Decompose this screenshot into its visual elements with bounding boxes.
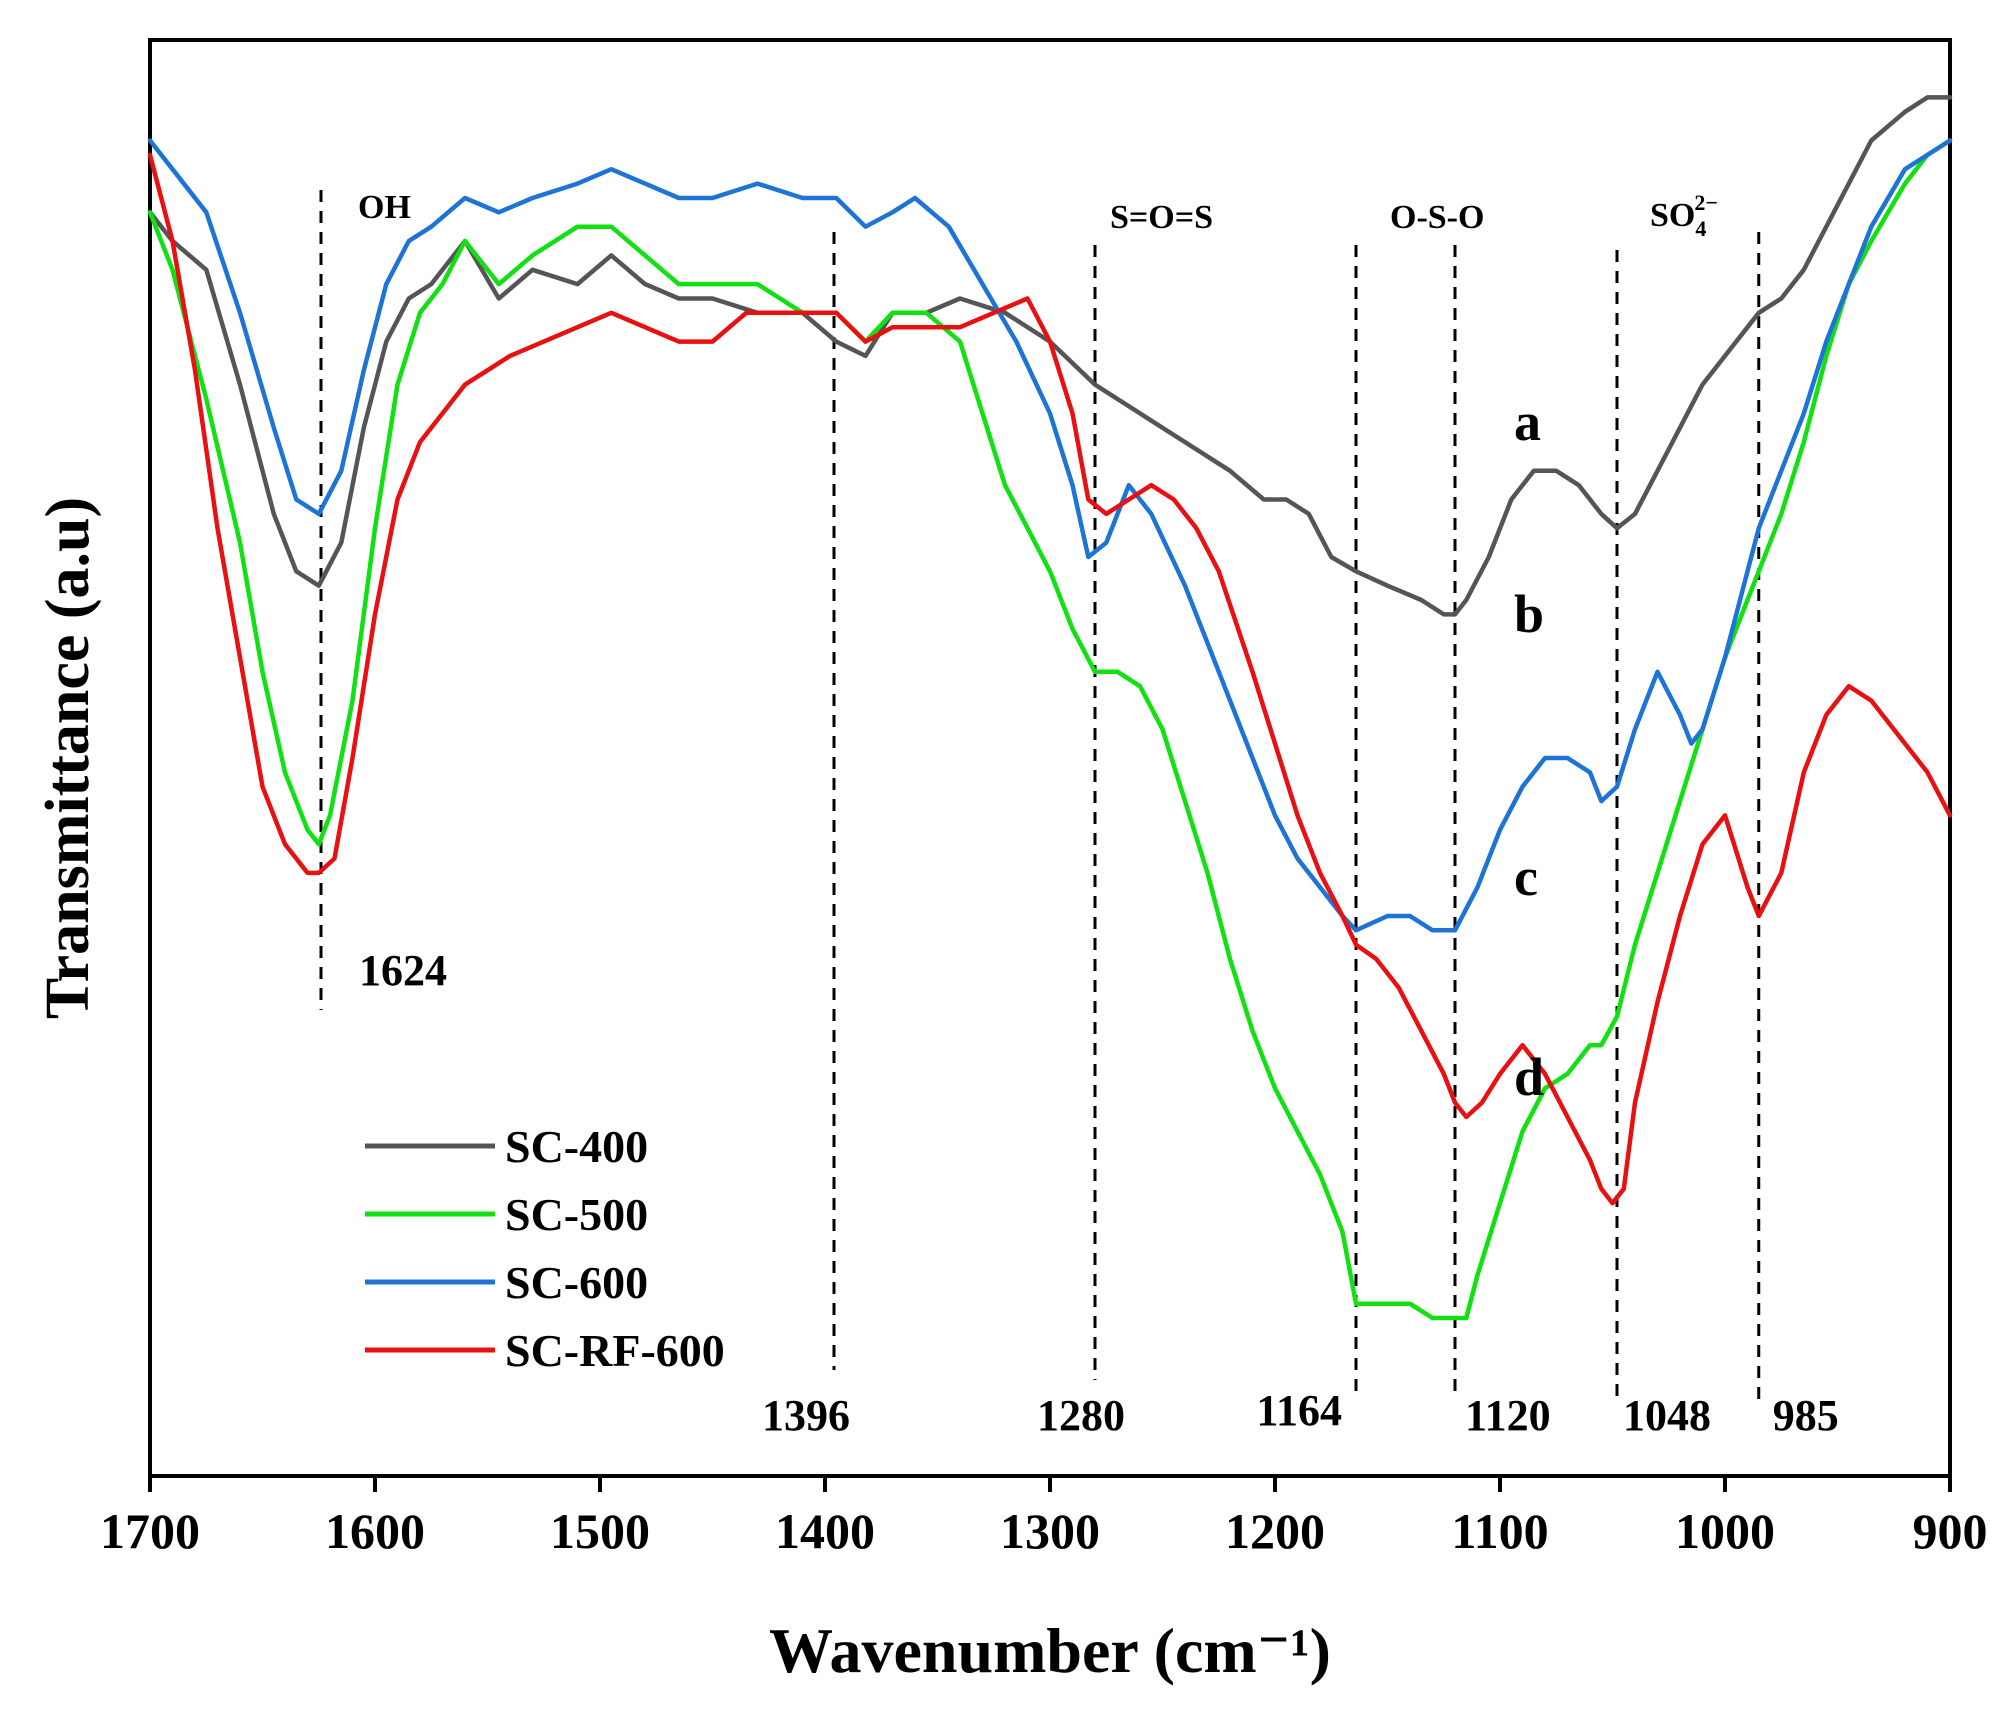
curve-label-a: a (1514, 392, 1541, 452)
x-tick-label-1700: 1700 (100, 1503, 200, 1559)
reference-lines: 1624 1396 1280 1164 1120 1048 985 (319, 190, 1839, 1440)
legend-label-sc-600: SC-600 (505, 1257, 648, 1308)
series-line-sc-400 (147, 95, 1953, 617)
curve-label-b: b (1514, 584, 1544, 644)
x-tick-label-1200: 1200 (1225, 1503, 1325, 1559)
series-line-sc-600 (147, 138, 1953, 933)
series-lines (147, 95, 1953, 1321)
oh-group-label: OH (358, 189, 411, 226)
reference-label-1120: 1120 (1465, 1391, 1551, 1440)
curve-label-c: c (1514, 847, 1538, 907)
y-axis-title: Transmittance (a.u) (34, 497, 102, 1019)
s-o-s-group-label: S=O=S (1110, 199, 1213, 236)
series-line-sc-500 (147, 138, 1953, 1321)
reference-label-1396: 1396 (762, 1391, 850, 1440)
reference-label-1048: 1048 (1623, 1391, 1711, 1440)
reference-label-985: 985 (1773, 1391, 1839, 1440)
sulfate-subscript: 4 (1695, 216, 1706, 241)
x-tick-label-1100: 1100 (1451, 1503, 1548, 1559)
curve-label-d: d (1514, 1047, 1544, 1107)
o-s-o-group-label: O-S-O (1390, 199, 1484, 236)
reference-label-1624: 1624 (359, 946, 447, 995)
x-tick-label-1500: 1500 (550, 1503, 650, 1559)
legend-label-sc-400: SC-400 (505, 1121, 648, 1172)
plot-frame (148, 38, 1952, 1478)
sulfate-superscript: 2− (1694, 190, 1718, 215)
x-tick-label-900: 900 (1913, 1503, 1988, 1559)
sulfate-main: SO (1650, 197, 1695, 234)
x-axis-ticks: 1700 1600 1500 1400 1300 1200 1100 1000 900 (100, 1476, 1988, 1559)
x-tick-label-1300: 1300 (1000, 1503, 1100, 1559)
series-line-sc-rf-600 (147, 152, 1953, 1206)
x-tick-label-1600: 1600 (325, 1503, 425, 1559)
legend-label-sc-500: SC-500 (505, 1189, 648, 1240)
sulfate-group-label: SO42− (1650, 190, 1718, 241)
x-axis-title: Wavenumber (cm⁻¹) (769, 1615, 1331, 1686)
legend: SC-400 SC-500 SC-600 SC-RF-600 (365, 1121, 725, 1376)
reference-label-1280: 1280 (1037, 1391, 1125, 1440)
legend-label-sc-rf-600: SC-RF-600 (505, 1325, 725, 1376)
x-tick-label-1000: 1000 (1675, 1503, 1775, 1559)
reference-label-1164: 1164 (1256, 1386, 1342, 1435)
x-tick-label-1400: 1400 (775, 1503, 875, 1559)
